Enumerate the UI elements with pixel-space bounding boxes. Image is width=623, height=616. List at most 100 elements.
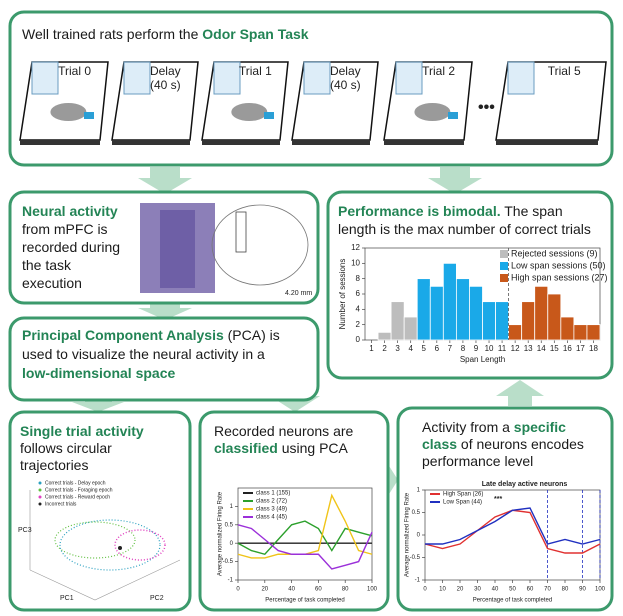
legend-dot [38,488,42,492]
tile-label: Trial 0 [58,64,91,78]
y-tick-label: 0.5 [225,522,234,528]
tile-label: Trial 2 [422,64,455,78]
panel-classes [198,410,390,612]
top-title: Well trained rats perform the Odor Span … [22,26,309,42]
x-tick-label: 40 [288,587,295,593]
axis-label: PC2 [150,595,164,602]
y-tick-label: 1 [417,488,421,494]
bar [560,316,575,341]
x-tick-label: 10 [439,587,446,593]
tile-shadow [202,140,280,145]
x-tick-label: 6 [435,344,440,353]
tile-label: Delay [150,64,181,78]
x-axis-label: Percentage of task completed [473,598,552,604]
bar [508,324,523,341]
tile-shadow [496,140,598,145]
legend-dot [38,495,42,499]
atlas [211,204,309,286]
chart-title: Late delay active neurons [482,481,568,488]
x-tick-label: 15 [550,344,559,353]
tile-label: (40 s) [330,78,361,92]
legend-label: High span sessions (27) [511,272,608,282]
x-tick-label: 12 [511,344,520,353]
tile-shadow [20,140,100,145]
y-tick-label: 6 [356,289,361,298]
y-tick-label: -0.5 [223,559,234,565]
x-tick-label: 80 [562,587,569,593]
rat [231,103,268,121]
legend-dot [38,502,42,506]
legend-label: class 1 (155) [256,491,290,497]
legend-dot [38,481,42,485]
x-tick-label: 0 [236,587,240,593]
tile-label: Trial 5 [548,64,581,78]
x-tick-label: 90 [579,587,586,593]
x-tick-label: 60 [315,587,322,593]
tile-label: Trial 1 [239,64,272,78]
x-tick-label: 8 [461,344,466,353]
rat [50,103,87,121]
x-axis-label: Percentage of task completed [265,598,344,604]
scale-label: 4.20 mm [285,290,312,297]
activity-text: Activity from a specific class of neuron… [422,419,588,469]
x-tick-label: 4 [408,344,413,353]
x-tick-label: 100 [367,587,378,593]
x-tick-label: 80 [342,587,349,593]
y-tick-label: -1 [415,578,421,584]
y-tick-label: 4 [356,304,361,313]
x-tick-label: 13 [524,344,533,353]
y-axis-label: Average normalized Firing Rate [218,491,224,576]
x-tick-label: 50 [509,587,516,593]
y-tick-label: -1 [228,578,234,584]
x-tick-label: 14 [537,344,546,353]
legend-label: Low Span (44) [443,500,482,506]
x-tick-label: 18 [589,344,598,353]
bar [521,301,536,341]
ellipsis: ••• [478,99,495,116]
single-text: Single trial activity follows circular t… [20,423,148,473]
bar [547,293,562,341]
pca-legend: Incorrect trials [45,501,77,507]
bar [429,285,444,341]
legend-label: class 4 (45) [256,515,287,521]
x-tick-label: 11 [498,344,507,353]
y-tick-label: -0.5 [410,555,421,561]
legend-label: Rejected sessions (9) [511,248,598,258]
histology-core [160,210,195,288]
neural-text: Neural activity from mPFC is recorded du… [22,203,124,291]
y-tick-label: 0 [356,335,361,344]
plot-frame [237,487,373,581]
bar [573,324,588,341]
pca-plot [29,490,181,601]
x-tick-label: 0 [423,587,427,593]
tile-label: Delay [330,64,361,78]
tile-shadow [292,140,370,145]
x-tick-label: 60 [527,587,534,593]
pca-legend: Correct trials - Foraging epoch [45,487,113,493]
x-tick-label: 100 [595,587,606,593]
cube [303,61,331,95]
x-tick-label: 3 [395,344,400,353]
legend-swatch [500,250,508,258]
x-tick-label: 2 [382,344,387,353]
y-tick-label: 8 [356,274,361,283]
cube [31,61,59,95]
y-tick-label: 0 [417,533,421,539]
y-tick-label: 12 [351,243,360,252]
y-tick-label: 0 [230,541,234,547]
cup [448,112,458,119]
bar [442,262,457,341]
bar [416,278,431,341]
tile-label: (40 s) [150,78,181,92]
series-line [237,524,373,570]
axis-label: PC3 [18,527,32,534]
axis-label: PC1 [60,595,74,602]
classes-text: Recorded neurons are classified using PC… [214,423,357,456]
y-tick-label: 1 [230,504,234,510]
x-tick-label: 17 [576,344,585,353]
legend-label: High Span (26) [443,492,483,498]
x-tick-label: 7 [448,344,453,353]
x-axis-label: Span Length [460,355,505,364]
y-tick-label: 2 [356,320,361,329]
